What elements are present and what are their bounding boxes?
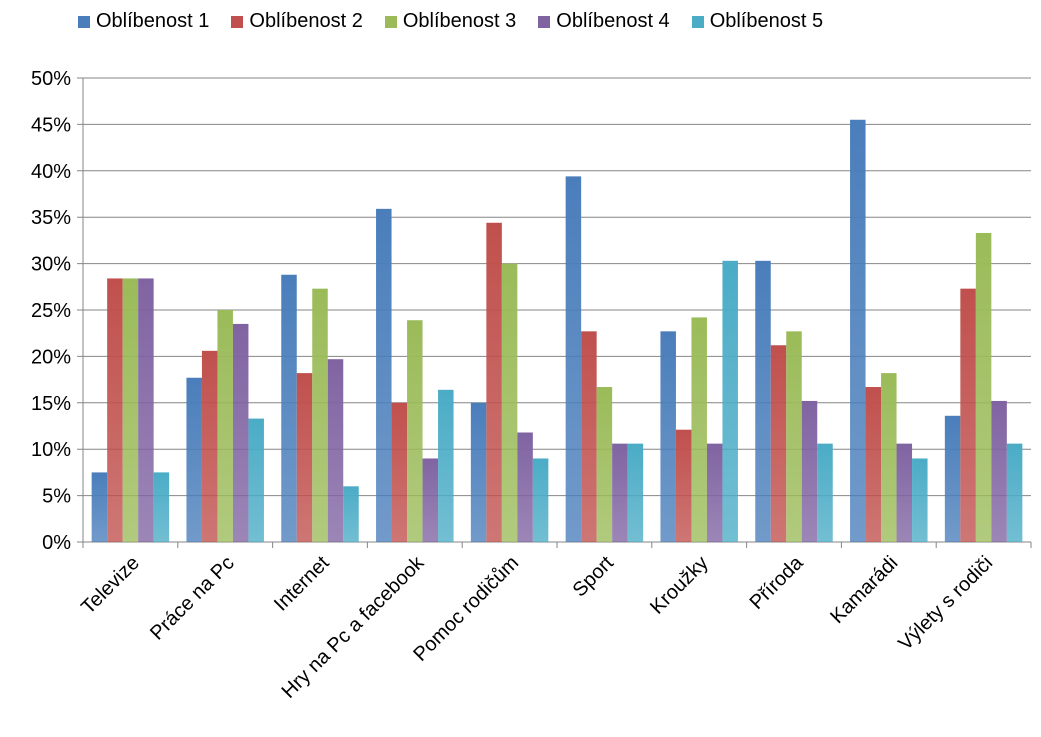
chart-legend: Oblíbenost 1 Oblíbenost 2 Oblíbenost 3 Oblí… xyxy=(78,10,823,33)
bar xyxy=(391,402,408,542)
bar xyxy=(532,458,549,542)
bar xyxy=(343,486,359,542)
bar xyxy=(122,278,139,542)
bar xyxy=(660,331,676,542)
bar xyxy=(801,400,818,542)
bar xyxy=(327,359,344,542)
bar xyxy=(706,443,723,542)
y-tick-label: 45% xyxy=(31,114,71,136)
legend-item: Oblíbenost 4 xyxy=(538,10,670,33)
legend-swatch xyxy=(691,15,704,28)
bar xyxy=(896,443,913,542)
legend-item: Oblíbenost 5 xyxy=(691,10,824,33)
x-tick-label: Práce na Pc xyxy=(146,552,239,645)
bar xyxy=(691,317,707,542)
x-tick-label: Výlety s rodiči xyxy=(894,552,997,655)
x-tick-label: Televize xyxy=(77,552,144,619)
legend-swatch xyxy=(231,15,244,28)
bar xyxy=(470,402,487,542)
y-tick-label: 40% xyxy=(31,161,71,183)
bar xyxy=(865,387,882,542)
bar xyxy=(138,278,154,542)
legend-label: Oblíbenost 5 xyxy=(709,10,824,32)
bar xyxy=(107,278,123,542)
legend-swatch xyxy=(538,15,551,28)
bar xyxy=(232,323,249,542)
bar xyxy=(248,418,264,542)
y-tick-label: 50% xyxy=(31,68,71,90)
bar xyxy=(722,260,738,542)
bar xyxy=(675,429,692,542)
bar xyxy=(438,389,454,542)
bar xyxy=(517,432,533,542)
bar xyxy=(975,232,992,542)
bar xyxy=(407,320,423,542)
legend-item: Oblíbenost 1 xyxy=(78,10,209,33)
legend-swatch xyxy=(78,15,90,28)
bar xyxy=(881,373,897,542)
x-tick-label: Internet xyxy=(270,552,334,616)
y-tick-label: 0% xyxy=(42,532,71,554)
bar xyxy=(960,288,976,542)
bar xyxy=(912,458,928,542)
y-tick-label: 15% xyxy=(31,393,71,415)
bar xyxy=(201,350,218,542)
legend-label: Oblíbenost 4 xyxy=(556,10,670,32)
legend-item: Oblíbenost 3 xyxy=(384,10,517,33)
y-tick-label: 35% xyxy=(31,207,71,229)
bar xyxy=(565,176,582,543)
bar xyxy=(217,310,233,542)
bar xyxy=(312,288,328,542)
bar xyxy=(755,260,771,542)
bar xyxy=(850,119,866,542)
bar xyxy=(486,222,502,542)
y-tick-label: 25% xyxy=(31,300,71,322)
x-tick-label: Příroda xyxy=(746,551,809,614)
bar xyxy=(612,443,628,542)
legend-swatch xyxy=(384,15,397,28)
bar xyxy=(991,400,1007,542)
bar xyxy=(817,443,833,542)
y-tick-label: 20% xyxy=(31,346,71,368)
y-tick-label: 30% xyxy=(31,254,71,276)
y-tick-label: 5% xyxy=(42,486,71,508)
bar xyxy=(186,377,202,542)
legend-item: Oblíbenost 2 xyxy=(231,10,363,33)
bar xyxy=(581,331,597,542)
y-tick-label: 10% xyxy=(31,439,71,461)
x-tick-label: Kamarádi xyxy=(826,552,902,628)
bar xyxy=(596,387,613,542)
bar xyxy=(1006,443,1023,542)
bar xyxy=(627,443,644,542)
x-tick-label: Sport xyxy=(569,552,619,602)
bar xyxy=(296,373,313,542)
x-tick-label: Kroužky xyxy=(646,552,713,619)
bar xyxy=(786,331,802,542)
bar xyxy=(91,472,108,542)
legend-label: Oblíbenost 2 xyxy=(249,10,363,32)
bar xyxy=(153,472,170,542)
bar xyxy=(944,415,961,542)
bar xyxy=(422,458,439,542)
legend-label: Oblíbenost 1 xyxy=(96,10,210,32)
bar xyxy=(501,263,518,542)
bar xyxy=(770,345,787,542)
bar xyxy=(376,208,392,542)
legend-label: Oblíbenost 3 xyxy=(402,10,517,32)
bar xyxy=(281,274,297,542)
